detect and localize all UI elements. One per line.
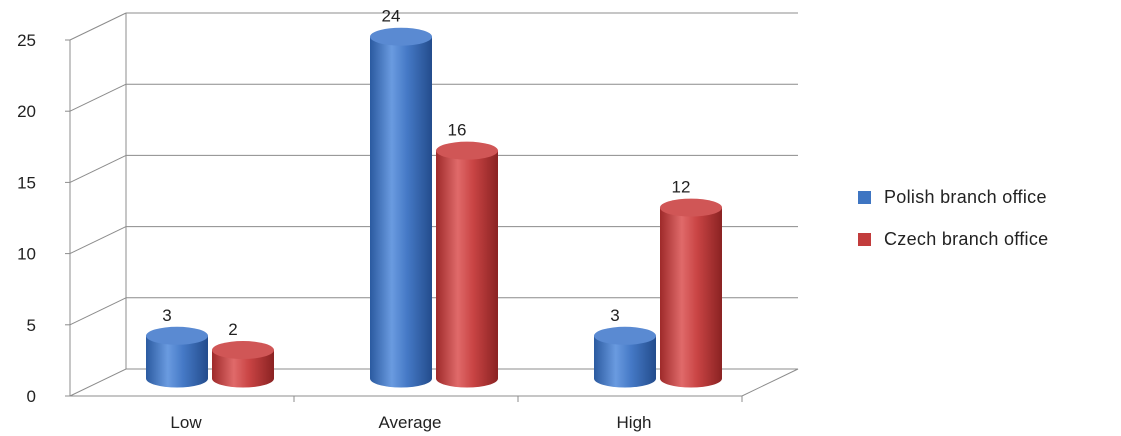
y-tick-label: 0 xyxy=(27,387,36,406)
legend-item-czech: Czech branch office xyxy=(858,228,1048,250)
y-tick-label: 10 xyxy=(17,245,36,264)
y-tick-label: 15 xyxy=(17,173,36,192)
data-label: 24 xyxy=(382,7,401,26)
x-tick-label: Low xyxy=(170,413,202,432)
x-axis-labels: Low Average High xyxy=(170,396,743,432)
x-tick-label: High xyxy=(617,413,652,432)
bar-czech-high xyxy=(660,198,722,388)
bar-czech-low xyxy=(212,341,274,388)
legend-swatch-polish xyxy=(858,190,871,204)
bar-polish-low xyxy=(146,326,208,388)
gridline-side xyxy=(69,226,127,255)
data-label: 2 xyxy=(228,320,237,339)
legend-swatch-czech xyxy=(858,232,871,246)
legend: Polish branch office Czech branch office xyxy=(858,186,1048,270)
bar-polish-high xyxy=(594,326,656,388)
data-label: 3 xyxy=(610,306,619,325)
bar-polish-average xyxy=(370,27,432,388)
x-tick-label: Average xyxy=(378,413,441,432)
y-tick-label: 25 xyxy=(17,31,36,50)
data-label: 12 xyxy=(672,178,691,197)
legend-item-polish: Polish branch office xyxy=(858,186,1048,208)
legend-label-polish: Polish branch office xyxy=(884,186,1047,207)
data-label: 16 xyxy=(448,121,467,140)
y-axis-ticks: 0 5 10 15 20 25 xyxy=(17,31,36,406)
gridline-side xyxy=(69,12,127,41)
gridline-side xyxy=(69,154,127,183)
bars xyxy=(146,27,722,388)
gridline-side xyxy=(69,297,127,326)
legend-label-czech: Czech branch office xyxy=(884,228,1049,249)
bar-czech-average xyxy=(436,141,498,388)
gridline-side xyxy=(69,83,127,112)
data-label: 3 xyxy=(162,306,171,325)
y-tick-label: 20 xyxy=(17,102,36,121)
y-tick-label: 5 xyxy=(27,316,36,335)
